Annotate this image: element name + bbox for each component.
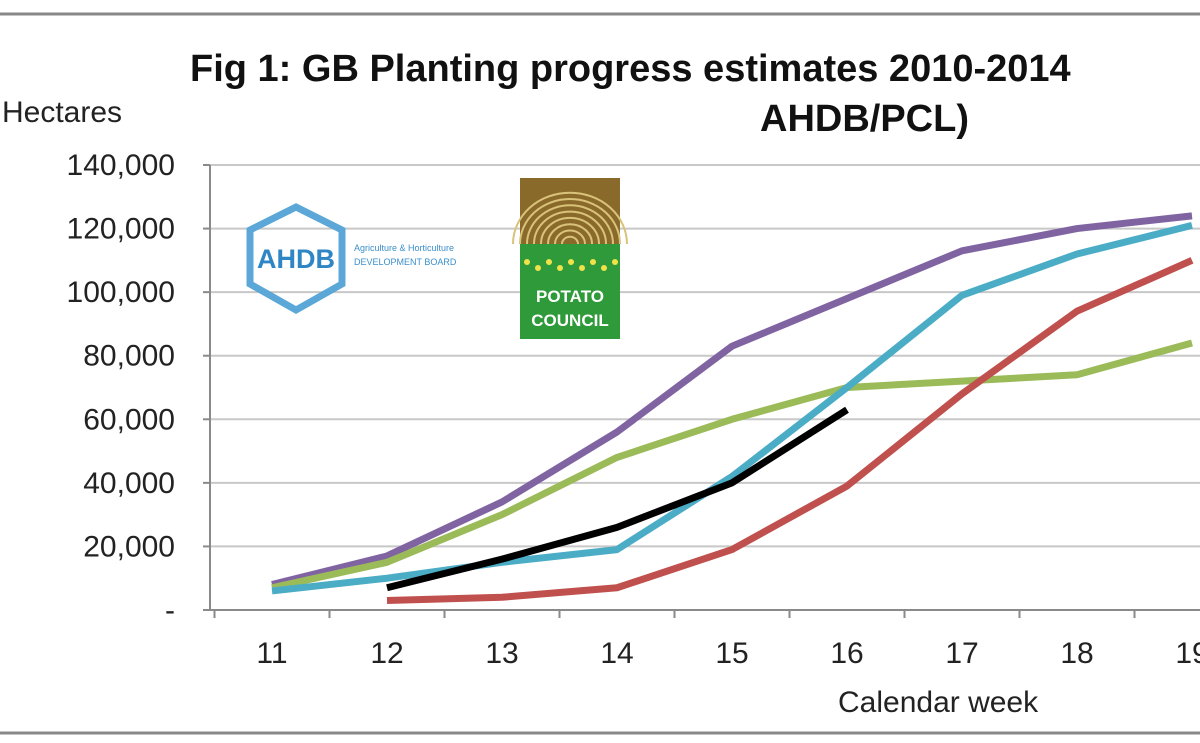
- ahdb-logo-hexagon: [246, 203, 346, 315]
- x-tick-label: 16: [830, 637, 863, 670]
- y-tick-label: 80,000: [83, 340, 175, 373]
- logo-dot: [557, 265, 563, 271]
- logo-ring: [561, 235, 579, 245]
- axes: [203, 164, 1200, 618]
- logo-ring: [540, 216, 600, 245]
- x-tick-labels: 11 12 13 14 15 16 17 18 19: [256, 637, 1200, 670]
- y-tick-label: -: [165, 594, 175, 627]
- series-line-3: [271, 221, 1193, 595]
- logo-dot: [612, 259, 618, 265]
- potato-council-logo: POTATO COUNCIL: [512, 178, 628, 339]
- series-line-5: [386, 406, 849, 592]
- ahdb-logo-mark: AHDB: [257, 244, 335, 274]
- logo-dot: [568, 259, 574, 265]
- logo-ring: [519, 198, 621, 245]
- y-tick-label: 100,000: [67, 276, 175, 309]
- series-line-1: [271, 212, 1193, 588]
- logo-dot: [579, 265, 585, 271]
- y-tick-label: 40,000: [83, 467, 175, 500]
- logo-dot: [590, 259, 596, 265]
- data-series: [271, 212, 1194, 604]
- ahdb-logo-text-1: Agriculture & Horticulture: [354, 243, 454, 253]
- x-tick-label: 18: [1060, 637, 1093, 670]
- chart-title-line-2: AHDB/PCL): [760, 98, 969, 140]
- y-tick-label: 20,000: [83, 530, 175, 563]
- x-axis-label: Calendar week: [838, 686, 1039, 719]
- potato-council-logo-pattern: [512, 191, 628, 245]
- y-tick-labels: - 20,000 40,000 60,000 80,000 100,000 120,000 1…: [67, 149, 175, 627]
- y-tick-label: 120,000: [67, 213, 175, 246]
- ahdb-logo-text-2: DEVELOPMENT BOARD: [354, 257, 457, 267]
- x-tick-label: 11: [256, 637, 287, 670]
- logo-ring: [512, 191, 628, 245]
- logo-dot: [601, 265, 607, 271]
- x-tick-label: 12: [370, 637, 403, 670]
- logo-ring: [554, 229, 586, 245]
- series-line-2: [271, 339, 1193, 592]
- logo-dot: [546, 259, 552, 265]
- logo-ring: [533, 210, 607, 245]
- logo-ring: [547, 223, 593, 245]
- potato-council-logo-line-2: COUNCIL: [531, 311, 608, 330]
- x-tick-label: 14: [600, 637, 633, 670]
- y-tick-label: 140,000: [67, 149, 175, 182]
- x-tick-label: 19: [1175, 637, 1200, 670]
- x-tick-label: 17: [945, 637, 978, 670]
- logo-dot: [535, 265, 541, 271]
- y-axis-label: Hectares: [2, 96, 123, 129]
- logo-ring: [526, 204, 614, 245]
- ahdb-logo: AHDB Agriculture & Horticulture DEVELOPM…: [246, 203, 457, 315]
- chart-title-line-1: Fig 1: GB Planting progress estimates 20…: [190, 48, 1071, 90]
- potato-council-logo-line-1: POTATO: [536, 287, 604, 306]
- x-tick-label: 15: [715, 637, 748, 670]
- potato-council-logo-dots: [524, 259, 618, 271]
- x-tick-label: 13: [485, 637, 518, 670]
- series-line-4: [386, 257, 1194, 604]
- grid-lines: [210, 164, 1200, 548]
- logo-dot: [524, 259, 530, 265]
- y-tick-label: 60,000: [83, 403, 175, 436]
